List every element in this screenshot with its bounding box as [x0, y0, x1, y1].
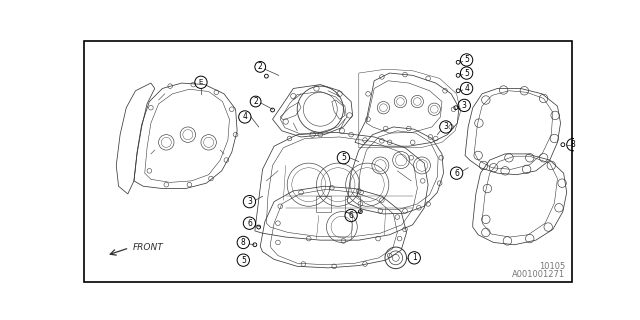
Text: 10105: 10105	[539, 262, 565, 271]
Text: 5: 5	[241, 256, 246, 265]
Text: 6: 6	[349, 211, 353, 220]
Text: 3: 3	[247, 197, 252, 206]
Text: 3: 3	[444, 123, 448, 132]
Text: 2: 2	[253, 97, 258, 106]
Text: FRONT: FRONT	[132, 243, 163, 252]
Text: A001001271: A001001271	[512, 270, 565, 279]
Text: 5: 5	[464, 68, 469, 77]
Text: 6: 6	[454, 169, 459, 178]
Text: 8: 8	[241, 238, 246, 247]
Text: E: E	[199, 79, 203, 85]
Text: 5: 5	[341, 153, 346, 162]
Text: 8: 8	[570, 140, 575, 149]
Text: 6: 6	[247, 219, 252, 228]
Text: 2: 2	[258, 62, 262, 71]
Text: 4: 4	[464, 84, 469, 93]
Text: 3: 3	[462, 101, 467, 110]
Text: 5: 5	[464, 55, 469, 64]
Text: 1: 1	[412, 253, 417, 262]
Text: 4: 4	[243, 112, 247, 121]
